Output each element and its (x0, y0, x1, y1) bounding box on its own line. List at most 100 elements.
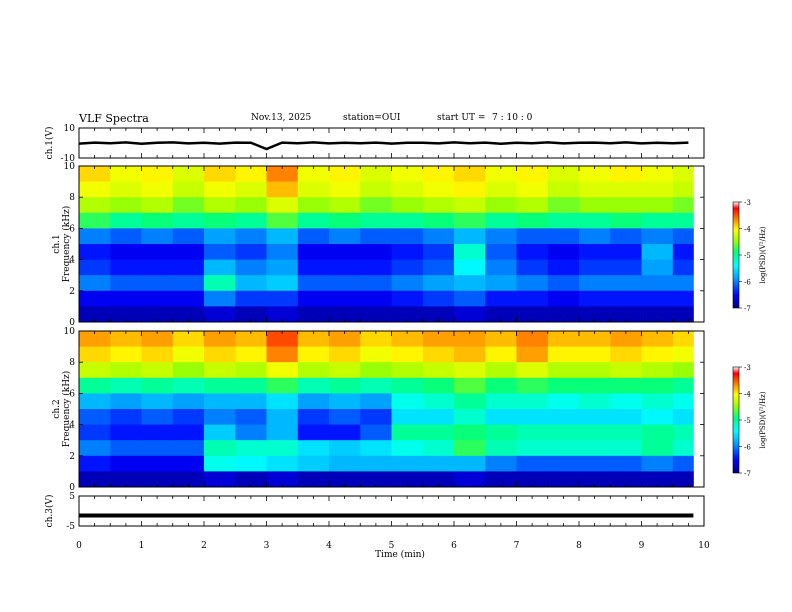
spectrogram-cell (79, 393, 111, 410)
spectrogram-cell (297, 181, 330, 198)
spectrogram-cell (610, 362, 642, 379)
spectrogram-cell (360, 275, 392, 292)
spectrogram-cell (266, 362, 299, 379)
spectrogram-cell (110, 346, 142, 363)
spectrogram-cell (360, 393, 392, 410)
spectrogram-cell (110, 275, 142, 292)
spectrogram-cell (79, 244, 111, 260)
spectrogram-cell (454, 259, 486, 276)
spectrogram-cell (579, 197, 611, 214)
colorbar-tick-label: -5 (744, 417, 751, 425)
ch3-ytick-label: 5 (69, 492, 75, 502)
spectrogram-cell (610, 393, 642, 410)
spectrogram-cell (172, 290, 205, 307)
spectrogram-cell (579, 471, 611, 488)
spectrogram-cell (641, 331, 674, 347)
spectrogram-cell (141, 166, 174, 182)
spectrogram-cell (641, 244, 674, 260)
ch1-ylabel: ch.1(V) (44, 127, 55, 160)
spectrogram-cell (235, 393, 267, 410)
spectrogram-cell (204, 440, 236, 457)
spectrogram-cell (360, 346, 392, 363)
spectrogram-cell (297, 471, 330, 488)
spectrogram-cell (672, 290, 694, 307)
spectrogram-cell (391, 393, 424, 410)
spectrogram-cell (454, 197, 486, 214)
spectrogram-cell (454, 275, 486, 292)
spectrogram-cell (610, 331, 642, 347)
spectrogram-cell (516, 377, 549, 394)
spectrogram-cell (579, 290, 611, 307)
spectrogram-cell (297, 362, 330, 379)
spectrogram-cell (79, 228, 111, 245)
spectrogram-cell (516, 228, 549, 245)
spectrogram-cell (297, 306, 330, 323)
spectrogram-cell (641, 197, 674, 214)
spectrogram-cell (422, 471, 455, 488)
spectrogram-cell (204, 377, 236, 394)
spectrogram-cell (79, 290, 111, 307)
spectrogram-cell (641, 306, 674, 323)
ch1-ytick-label: 4 (69, 256, 75, 266)
spectrogram-cell (297, 212, 330, 229)
spectrogram-cell (454, 228, 486, 245)
spectrogram-cell (547, 290, 580, 307)
spectrogram-cell (297, 440, 330, 457)
spectrogram-cell (516, 197, 549, 214)
spectrogram-cell (672, 455, 694, 472)
spectrogram-cell (204, 181, 236, 198)
spectrogram-cell (422, 181, 455, 198)
spectrogram-cell (79, 166, 111, 182)
spectrogram-cell (391, 197, 424, 214)
spectrogram-cell (329, 377, 361, 394)
spectrogram-cell (235, 212, 267, 229)
spectrogram-cell (204, 228, 236, 245)
spectrogram-cell (235, 346, 267, 363)
colorbar-label: log(PSD)(V²/Hz) (759, 226, 767, 283)
spectrogram-cell (672, 197, 694, 214)
spectrogram-cell (235, 377, 267, 394)
ch2-ytick-label: 8 (69, 358, 75, 368)
spectrogram-cell (672, 471, 694, 488)
spectrogram-cell (454, 306, 486, 323)
spectrogram-cell (266, 244, 299, 260)
x-tick-label: 4 (326, 541, 332, 551)
spectrogram-cell (172, 455, 205, 472)
ch2-ytick-label: 6 (69, 389, 75, 399)
x-tick-label: 9 (639, 541, 645, 551)
spectrogram-cell (485, 409, 517, 425)
spectrogram-cell (422, 290, 455, 307)
spectrogram-cell (235, 362, 267, 379)
spectrogram-cell (360, 259, 392, 276)
spectrogram-cell (672, 377, 694, 394)
spectrogram-cell (110, 455, 142, 472)
spectrogram-cell (610, 377, 642, 394)
spectrogram-cell (235, 424, 267, 441)
spectrogram-cell (547, 212, 580, 229)
spectrogram-cell (329, 306, 361, 323)
colorbar-tick-label: -3 (744, 199, 751, 207)
spectrogram-cell (610, 259, 642, 276)
spectrogram-cell (454, 377, 486, 394)
spectrogram-cell (485, 197, 517, 214)
colorbar-tick-label: -4 (744, 226, 751, 234)
spectrogram-cell (110, 393, 142, 410)
spectrogram-cell (297, 409, 330, 425)
spectrogram-cell (641, 228, 674, 245)
spectrogram-cell (235, 166, 267, 182)
spectrogram-cell (391, 228, 424, 245)
x-axis-label: Time (min) (375, 549, 425, 560)
spectrogram-cell (422, 393, 455, 410)
spectrogram-cell (610, 166, 642, 182)
spectrogram-cell (266, 212, 299, 229)
x-tick-label: 2 (201, 541, 207, 551)
spectrogram-cell (641, 181, 674, 198)
spectrogram-cell (454, 440, 486, 457)
spectrogram-cell (204, 424, 236, 441)
spectrogram-cell (672, 362, 694, 379)
spectrogram-cell (266, 181, 299, 198)
spectrogram-cell (141, 346, 174, 363)
spectrogram-cell (297, 393, 330, 410)
spectrogram-cell (266, 471, 299, 488)
